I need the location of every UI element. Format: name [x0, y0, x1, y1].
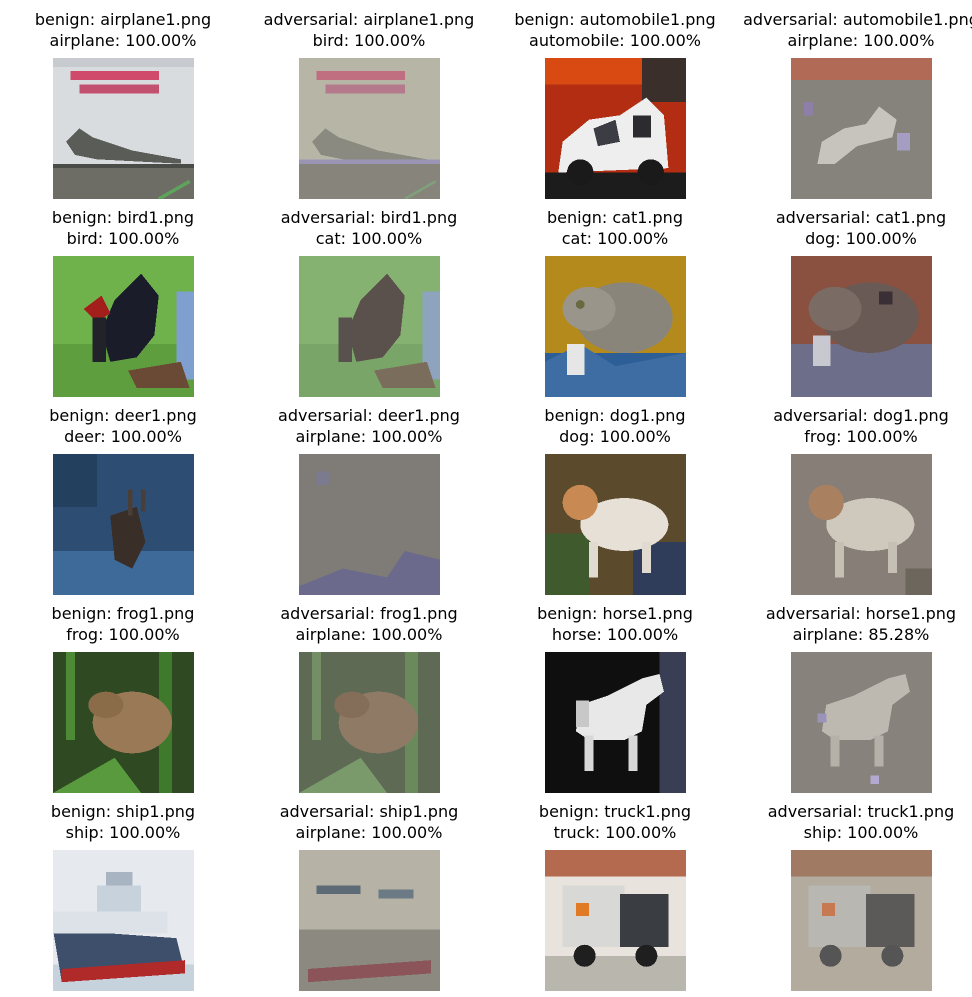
panel-title-line2: cat: 100.00%	[315, 229, 423, 248]
panel-title-line2: airplane: 100.00%	[49, 31, 197, 50]
panel-title-line2: frog: 100.00%	[804, 427, 918, 446]
panel-image	[544, 58, 686, 199]
panel-title-line1: benign: airplane1.png	[34, 10, 212, 29]
panel-image	[544, 454, 686, 595]
panel-title-line2: dog: 100.00%	[805, 229, 917, 248]
panel-title-line2: deer: 100.00%	[64, 427, 182, 446]
panel-image	[790, 58, 932, 199]
image-panel: adversarial: truck1.png ship: 100.00%	[738, 801, 972, 991]
image-panel: adversarial: deer1.png airplane: 100.00%	[246, 405, 492, 595]
panel-image	[544, 256, 686, 397]
panel-title-line1: adversarial: cat1.png	[775, 208, 947, 227]
image-panel: benign: bird1.png bird: 100.00%	[0, 207, 246, 397]
panel-title-line1: adversarial: horse1.png	[765, 604, 957, 623]
panel-title-line1: adversarial: ship1.png	[279, 802, 459, 821]
image-panel: benign: automobile1.png automobile: 100.0…	[492, 9, 738, 199]
panel-image	[298, 652, 440, 793]
image-panel: benign: frog1.png frog: 100.00%	[0, 603, 246, 793]
image-panel: adversarial: cat1.png dog: 100.00%	[738, 207, 972, 397]
panel-title-line2: automobile: 100.00%	[529, 31, 701, 50]
panel-title-line1: benign: truck1.png	[538, 802, 692, 821]
panel-image	[298, 454, 440, 595]
panel-title-line2: ship: 100.00%	[803, 823, 919, 842]
panel-title-line1: benign: horse1.png	[537, 604, 693, 623]
image-panel: benign: ship1.png ship: 100.00%	[0, 801, 246, 991]
panel-title-line2: truck: 100.00%	[553, 823, 677, 842]
panel-title-line1: adversarial: deer1.png	[278, 406, 460, 425]
panel-title-line1: benign: cat1.png	[547, 208, 683, 227]
panel-image	[298, 58, 440, 199]
image-panel: benign: airplane1.png airplane: 100.00%	[0, 9, 246, 199]
panel-image	[790, 454, 932, 595]
panel-title-line2: cat: 100.00%	[561, 229, 669, 248]
image-panel: benign: cat1.png cat: 100.00%	[492, 207, 738, 397]
panel-title-line2: horse: 100.00%	[551, 625, 679, 644]
panel-title-line1: adversarial: airplane1.png	[263, 10, 475, 29]
image-panel: adversarial: frog1.png airplane: 100.00%	[246, 603, 492, 793]
panel-image	[52, 256, 194, 397]
image-panel: adversarial: airplane1.png bird: 100.00%	[246, 9, 492, 199]
panel-title-line1: adversarial: bird1.png	[280, 208, 458, 227]
panel-title-line1: benign: frog1.png	[51, 604, 195, 623]
panel-title-line2: airplane: 100.00%	[295, 625, 443, 644]
panel-title-line1: adversarial: automobile1.png	[743, 10, 972, 29]
panel-title-line2: airplane: 100.00%	[295, 823, 443, 842]
image-panel: adversarial: dog1.png frog: 100.00%	[738, 405, 972, 595]
panel-image	[52, 454, 194, 595]
panel-image	[52, 850, 194, 991]
image-panel: benign: truck1.png truck: 100.00%	[492, 801, 738, 991]
panel-image	[52, 58, 194, 199]
panel-image	[544, 850, 686, 991]
panel-image	[790, 850, 932, 991]
panel-title-line2: bird: 100.00%	[66, 229, 180, 248]
panel-image	[790, 652, 932, 793]
panel-title-line1: adversarial: dog1.png	[773, 406, 949, 425]
panel-title-line2: airplane: 100.00%	[787, 31, 935, 50]
panel-title-line2: frog: 100.00%	[66, 625, 180, 644]
image-panel: adversarial: horse1.png airplane: 85.28%	[738, 603, 972, 793]
panel-title-line2: airplane: 100.00%	[295, 427, 443, 446]
panel-title-line2: airplane: 85.28%	[792, 625, 930, 644]
panel-title-line2: dog: 100.00%	[559, 427, 671, 446]
panel-title-line1: benign: dog1.png	[544, 406, 686, 425]
image-panel: adversarial: ship1.png airplane: 100.00%	[246, 801, 492, 991]
panel-image	[298, 256, 440, 397]
image-panel: benign: horse1.png horse: 100.00%	[492, 603, 738, 793]
panel-image	[52, 652, 194, 793]
panel-title-line1: benign: deer1.png	[49, 406, 197, 425]
image-panel: adversarial: bird1.png cat: 100.00%	[246, 207, 492, 397]
panel-title-line1: benign: bird1.png	[51, 208, 195, 227]
panel-title-line1: benign: ship1.png	[50, 802, 196, 821]
image-panel: adversarial: automobile1.png airplane: 10…	[738, 9, 972, 199]
panel-title-line1: adversarial: frog1.png	[280, 604, 458, 623]
image-panel: benign: deer1.png deer: 100.00%	[0, 405, 246, 595]
panel-title-line1: benign: automobile1.png	[514, 10, 716, 29]
panel-title-line2: ship: 100.00%	[65, 823, 181, 842]
panel-title-line2: bird: 100.00%	[312, 31, 426, 50]
panel-title-line1: adversarial: truck1.png	[767, 802, 955, 821]
panel-image	[544, 652, 686, 793]
panel-image	[790, 256, 932, 397]
image-panel: benign: dog1.png dog: 100.00%	[492, 405, 738, 595]
panel-image	[298, 850, 440, 991]
